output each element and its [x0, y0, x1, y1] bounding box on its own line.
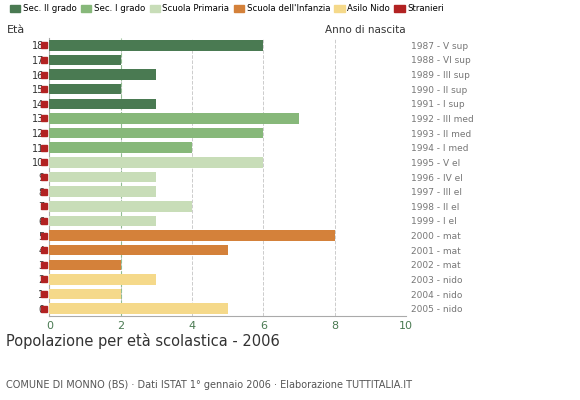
Text: COMUNE DI MONNO (BS) · Dati ISTAT 1° gennaio 2006 · Elaborazione TUTTITALIA.IT: COMUNE DI MONNO (BS) · Dati ISTAT 1° gen… — [6, 380, 412, 390]
Bar — [49, 289, 121, 299]
Bar — [49, 142, 192, 153]
Bar — [49, 84, 121, 94]
Bar — [49, 245, 228, 256]
Text: Età: Età — [6, 25, 25, 35]
Bar — [49, 172, 157, 182]
Bar — [49, 230, 335, 241]
Bar — [49, 40, 263, 50]
Text: Popolazione per età scolastica - 2006: Popolazione per età scolastica - 2006 — [6, 333, 280, 349]
Bar — [49, 113, 299, 124]
Bar — [49, 186, 157, 197]
Bar — [49, 128, 263, 138]
Bar — [49, 98, 157, 109]
Legend: Sec. II grado, Sec. I grado, Scuola Primaria, Scuola dell'Infanzia, Asilo Nido, : Sec. II grado, Sec. I grado, Scuola Prim… — [10, 4, 444, 13]
Bar — [49, 157, 263, 168]
Bar — [49, 274, 157, 285]
Bar — [49, 55, 121, 65]
Text: Anno di nascita: Anno di nascita — [325, 25, 406, 35]
Bar — [49, 304, 228, 314]
Bar — [49, 69, 157, 80]
Bar — [49, 201, 192, 212]
Bar — [49, 216, 157, 226]
Bar — [49, 260, 121, 270]
